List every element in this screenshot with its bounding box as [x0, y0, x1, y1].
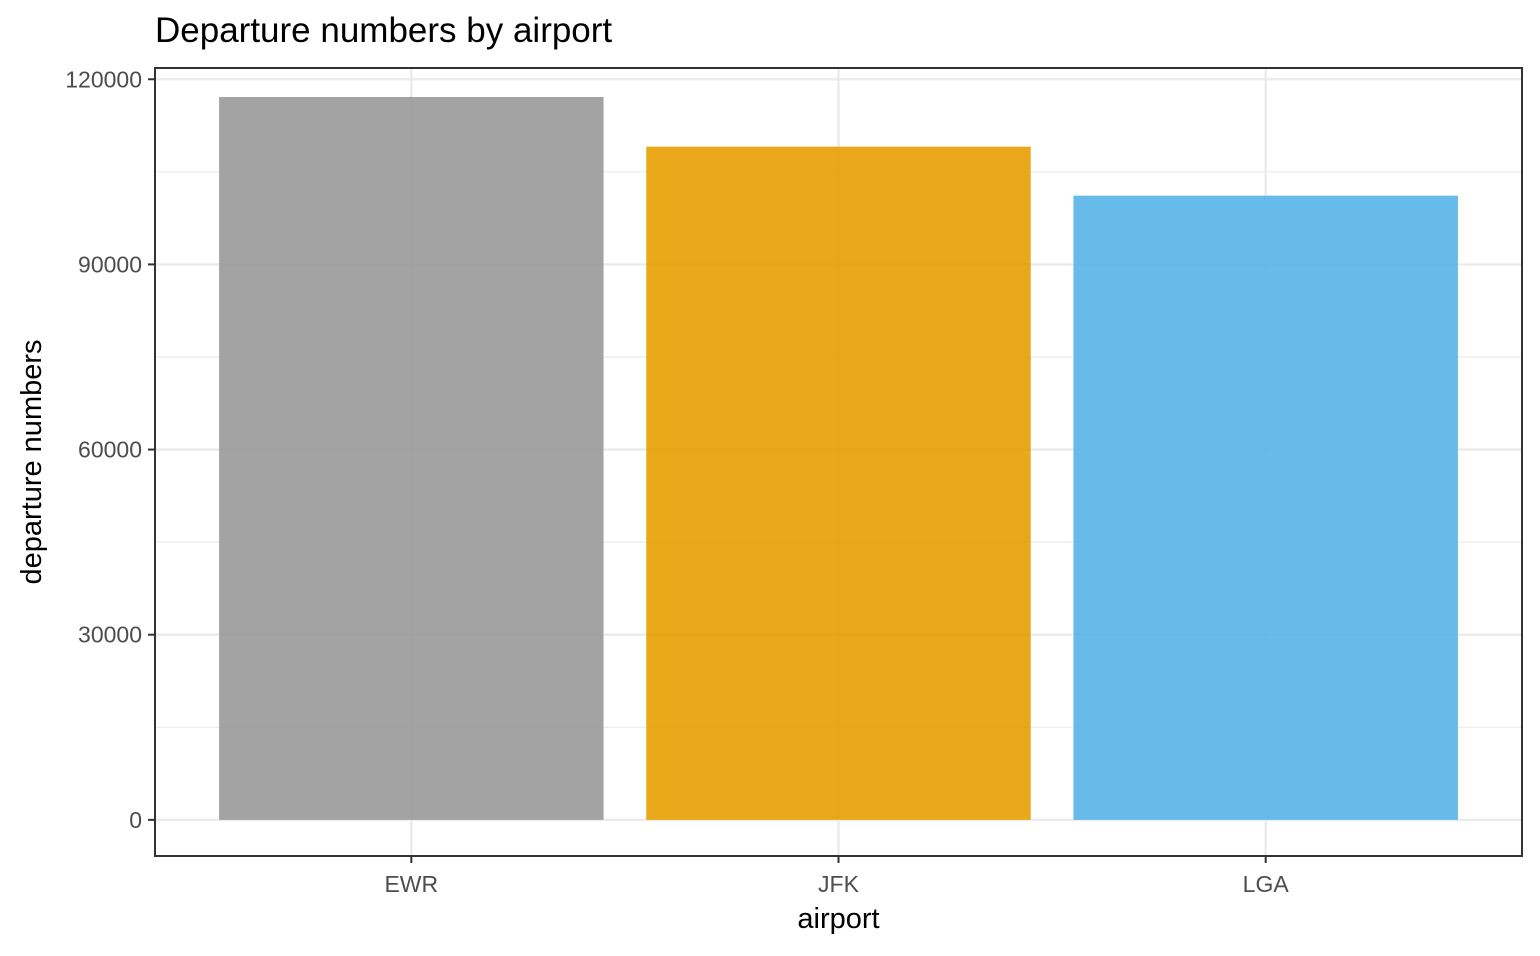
y-axis: 0 30000 60000 90000 120000 [65, 66, 155, 833]
y-tick-label: 120000 [65, 66, 142, 92]
y-tick-label: 30000 [78, 622, 142, 648]
x-tick-label-jfk: JFK [818, 871, 860, 897]
bar-ewr [219, 96, 604, 820]
chart-title: Departure numbers by airport [155, 11, 612, 50]
bars [219, 96, 1458, 820]
bar-lga [1073, 195, 1458, 820]
x-tick-label-lga: LGA [1243, 871, 1290, 897]
y-axis-title: departure numbers [16, 339, 48, 584]
x-axis: EWR JFK LGA [384, 856, 1289, 897]
y-tick-label: 0 [129, 807, 142, 833]
x-axis-title: airport [797, 903, 879, 935]
y-tick-label: 90000 [78, 251, 142, 277]
bar-jfk [646, 146, 1031, 820]
x-tick-label-ewr: EWR [384, 871, 438, 897]
y-tick-label: 60000 [78, 437, 142, 463]
